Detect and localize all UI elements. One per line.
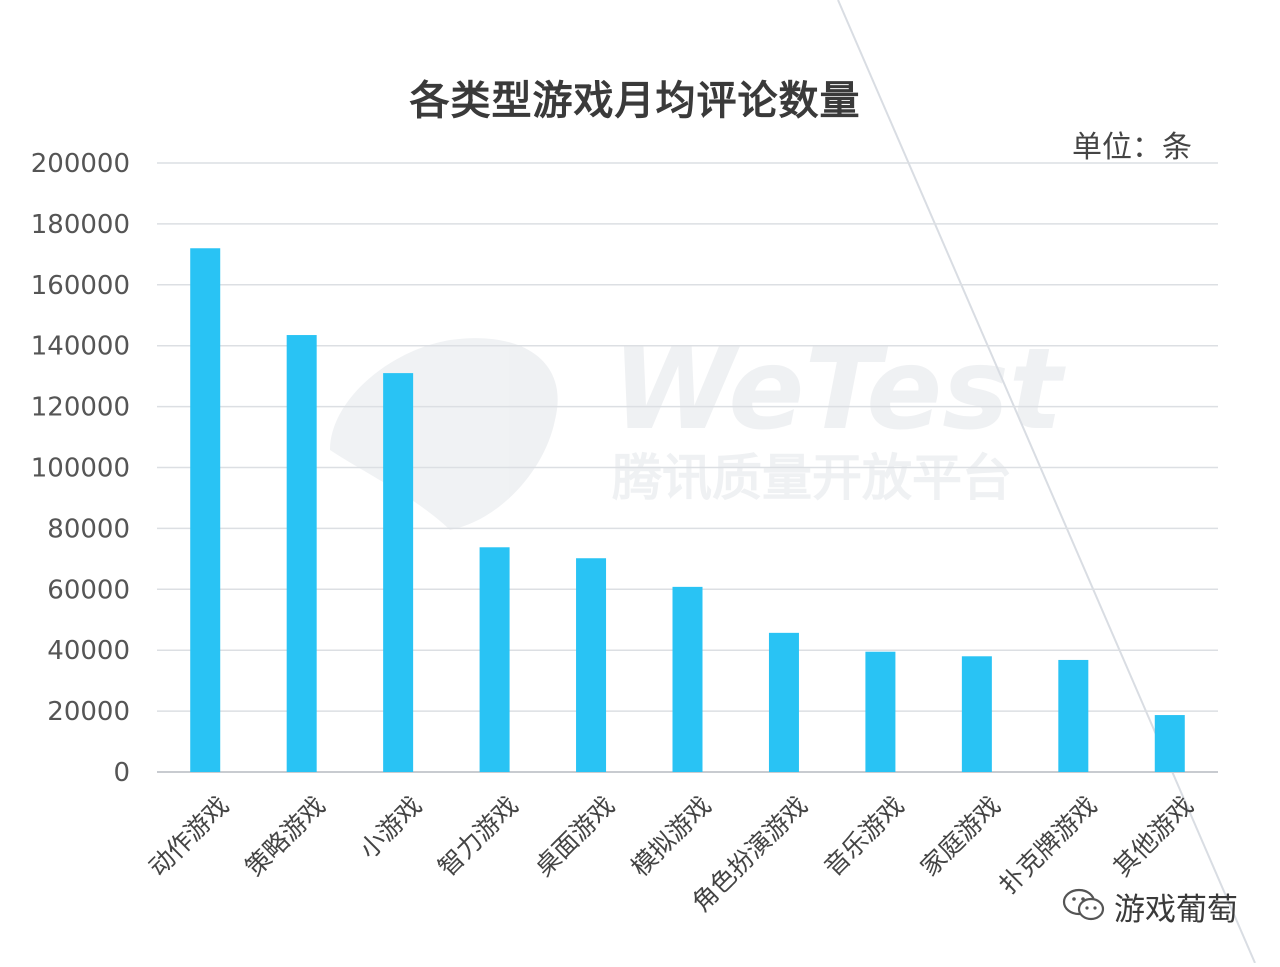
x-tick-label: 策略游戏 xyxy=(240,791,331,882)
source-attribution-text: 游戏葡萄 xyxy=(1114,892,1238,928)
bar xyxy=(1154,715,1185,772)
y-tick-label: 40000 xyxy=(47,636,130,666)
y-tick-label: 60000 xyxy=(47,575,130,605)
x-tick-label: 小游戏 xyxy=(354,791,428,865)
unit-label: 单位：条 xyxy=(1072,130,1192,165)
x-tick-label: 家庭游戏 xyxy=(915,791,1006,882)
y-tick-label: 20000 xyxy=(47,697,130,727)
x-tick-label: 智力游戏 xyxy=(433,791,524,882)
x-tick-label: 音乐游戏 xyxy=(818,791,909,882)
y-tick-label: 80000 xyxy=(47,514,130,544)
bar xyxy=(576,558,607,772)
wechat-icon xyxy=(1062,887,1106,927)
x-tick-label: 桌面游戏 xyxy=(529,791,620,882)
bar xyxy=(479,547,510,772)
y-tick-label: 180000 xyxy=(31,210,130,240)
x-tick-label: 其他游戏 xyxy=(1108,791,1199,882)
watermark-subtitle: 腾讯质量开放平台 xyxy=(612,449,1012,507)
bar xyxy=(672,586,703,772)
y-tick-label: 200000 xyxy=(31,149,130,179)
bar xyxy=(961,656,992,772)
bar xyxy=(768,632,799,772)
x-tick-label: 模拟游戏 xyxy=(626,791,717,882)
bar xyxy=(1058,659,1089,772)
watermark-brand: WeTest xyxy=(612,325,1066,455)
decorative-diagonal-line xyxy=(837,0,1256,964)
bar xyxy=(286,335,317,772)
watermark: WeTest 腾讯质量开放平台 xyxy=(330,325,1066,530)
bar xyxy=(383,373,414,772)
x-tick-label: 动作游戏 xyxy=(143,791,234,882)
y-tick-label: 140000 xyxy=(31,332,130,362)
source-attribution: 游戏葡萄 xyxy=(1062,884,1238,929)
watermark-logo-shape xyxy=(330,338,558,530)
bar xyxy=(190,248,221,772)
chart-title: 各类型游戏月均评论数量 xyxy=(409,78,861,124)
y-tick-label: 0 xyxy=(113,758,130,788)
y-tick-label: 160000 xyxy=(31,271,130,301)
y-tick-label: 100000 xyxy=(31,454,130,484)
bar xyxy=(865,651,896,772)
y-tick-label: 120000 xyxy=(31,393,130,423)
